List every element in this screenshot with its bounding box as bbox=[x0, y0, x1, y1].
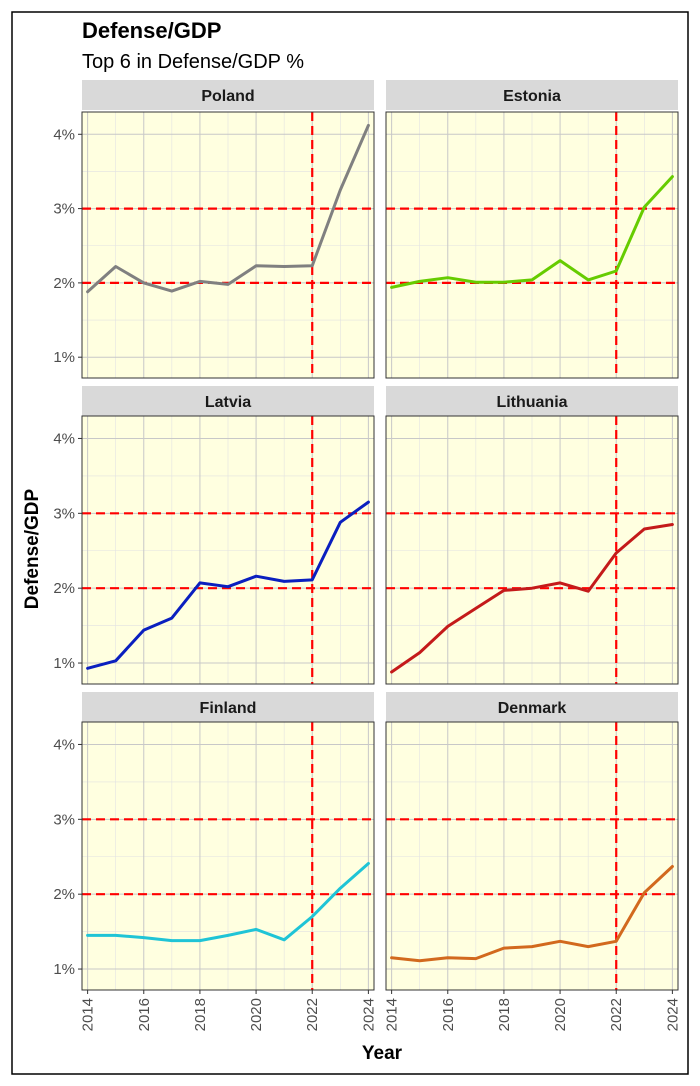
panel-denmark: Denmark 2014 2016 2018 2020 2022 2024 bbox=[384, 692, 681, 1031]
panel-poland: Poland 1% 2% 3% 4% bbox=[53, 80, 375, 379]
x-axis-title: Year bbox=[362, 1043, 403, 1064]
series-line-poland bbox=[86, 123, 370, 294]
strip-estonia bbox=[386, 80, 678, 110]
series-line-finland bbox=[86, 862, 370, 943]
panel-border bbox=[81, 111, 375, 379]
strip-label-latvia: Latvia bbox=[205, 394, 251, 411]
x-tick-label: 2022 bbox=[304, 998, 321, 1031]
strip-label-poland: Poland bbox=[201, 88, 254, 105]
panel-border bbox=[385, 415, 679, 685]
strip-label-finland: Finland bbox=[200, 700, 257, 717]
chart-subtitle: Top 6 in Defense/GDP % bbox=[82, 51, 304, 73]
series-line-latvia bbox=[86, 500, 370, 670]
x-tick-label: 2020 bbox=[552, 998, 569, 1031]
panel-lithuania: Lithuania bbox=[385, 386, 679, 685]
x-tick-label: 2024 bbox=[664, 998, 681, 1031]
panel-latvia: Latvia 1% 2% 3% 4% bbox=[53, 386, 375, 685]
panel-border bbox=[81, 721, 375, 991]
y-axis-title: Defense/GDP bbox=[22, 488, 43, 609]
y-tick-label: 4% bbox=[53, 430, 75, 447]
y-tick-label: 2% bbox=[53, 886, 75, 903]
strip-denmark bbox=[386, 692, 678, 722]
strip-label-denmark: Denmark bbox=[498, 700, 567, 717]
series-line-estonia bbox=[390, 175, 674, 289]
x-tick-label: 2014 bbox=[384, 998, 401, 1031]
y-tick-label: 1% bbox=[53, 655, 75, 672]
x-tick-label: 2016 bbox=[440, 998, 457, 1031]
series-line-denmark bbox=[390, 865, 674, 963]
chart-title: Defense/GDP bbox=[82, 18, 221, 43]
x-tick-label: 2024 bbox=[360, 998, 377, 1031]
y-tick-label: 3% bbox=[53, 505, 75, 522]
strip-label-lithuania: Lithuania bbox=[496, 394, 567, 411]
y-tick-label: 4% bbox=[53, 126, 75, 143]
panel-border bbox=[385, 111, 679, 379]
panel-estonia: Estonia bbox=[385, 80, 679, 379]
x-tick-label: 2016 bbox=[136, 998, 153, 1031]
x-tick-label: 2020 bbox=[248, 998, 265, 1031]
series-line-lithuania bbox=[390, 523, 674, 674]
x-tick-label: 2018 bbox=[192, 998, 209, 1031]
y-tick-label: 4% bbox=[53, 736, 75, 753]
y-tick-label: 3% bbox=[53, 201, 75, 218]
panel-border bbox=[385, 721, 679, 991]
x-tick-label: 2014 bbox=[80, 998, 97, 1031]
y-tick-label: 3% bbox=[53, 811, 75, 828]
y-tick-label: 2% bbox=[53, 275, 75, 292]
x-tick-label: 2018 bbox=[496, 998, 513, 1031]
y-tick-label: 2% bbox=[53, 580, 75, 597]
figure-frame bbox=[11, 11, 689, 1075]
strip-finland bbox=[82, 692, 374, 722]
strip-latvia bbox=[82, 386, 374, 416]
strip-poland bbox=[82, 80, 374, 110]
strip-label-estonia: Estonia bbox=[503, 88, 561, 105]
panel-border bbox=[81, 415, 375, 685]
facet-panels: Poland 1% 2% 3% 4% Estonia Latvia 1% 2% 3% 4% Lithu… bbox=[53, 80, 681, 1031]
y-tick-label: 1% bbox=[53, 349, 75, 366]
x-tick-label: 2022 bbox=[608, 998, 625, 1031]
y-tick-label: 1% bbox=[53, 961, 75, 978]
strip-lithuania bbox=[386, 386, 678, 416]
panel-finland: Finland 1% 2% 3% 4% 2014 2016 2018 2020 2022 2024 bbox=[53, 692, 377, 1031]
